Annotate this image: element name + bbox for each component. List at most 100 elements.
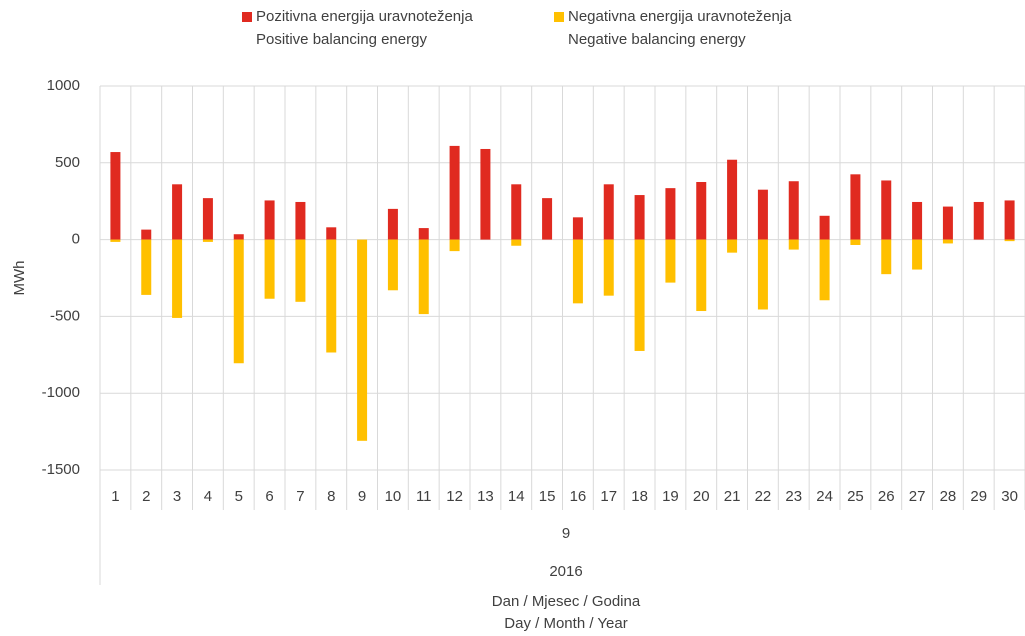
bar — [696, 239, 707, 312]
bar — [511, 184, 522, 240]
x-tick-label: 15 — [539, 488, 556, 505]
x-tick-label: 13 — [477, 488, 494, 505]
bar — [295, 201, 306, 240]
bar — [418, 239, 429, 315]
x-tick-label: 24 — [816, 488, 833, 505]
x-axis-title: Day / Month / Year — [504, 615, 627, 632]
x-tick-label: 10 — [385, 488, 402, 505]
x-tick-label: 26 — [878, 488, 895, 505]
y-tick-label: -1000 — [42, 384, 80, 401]
x-axis-title: Dan / Mjesec / Godina — [492, 593, 641, 610]
bar — [480, 148, 491, 240]
bar — [202, 198, 213, 240]
x-tick-label: 27 — [909, 488, 926, 505]
x-tick-label: 22 — [755, 488, 772, 505]
x-tick-label: 12 — [446, 488, 463, 505]
x-tick-label: 23 — [785, 488, 802, 505]
bar — [511, 239, 522, 246]
bar — [942, 206, 953, 240]
bar — [387, 208, 398, 240]
bar — [850, 239, 861, 245]
legend-label: Negative balancing energy — [568, 31, 746, 48]
x-tick-label: 18 — [631, 488, 648, 505]
bar — [757, 189, 768, 240]
x-tick-label: 28 — [940, 488, 957, 505]
bar — [727, 239, 738, 253]
bar — [819, 215, 830, 240]
bar — [850, 174, 861, 240]
x-tick-label: 30 — [1001, 488, 1018, 505]
bar — [326, 227, 337, 240]
y-axis-title: MWh — [11, 261, 28, 296]
bar — [727, 159, 738, 240]
bar — [357, 239, 368, 441]
x-tick-label: 7 — [296, 488, 304, 505]
bar — [1004, 200, 1015, 240]
bar — [418, 228, 429, 240]
bar — [326, 239, 337, 353]
month-label: 9 — [562, 525, 570, 542]
legend-swatch — [554, 12, 564, 22]
bar — [449, 239, 460, 252]
x-tick-label: 1 — [111, 488, 119, 505]
bar — [387, 239, 398, 291]
x-tick-label: 3 — [173, 488, 181, 505]
x-tick-label: 20 — [693, 488, 710, 505]
x-tick-label: 8 — [327, 488, 335, 505]
bar — [449, 145, 460, 240]
bar — [881, 239, 892, 275]
bar — [881, 180, 892, 240]
x-tick-label: 19 — [662, 488, 679, 505]
bar — [696, 182, 707, 240]
bar — [172, 239, 183, 318]
y-tick-label: 500 — [55, 154, 80, 171]
bar — [264, 239, 275, 299]
y-tick-label: 1000 — [47, 77, 80, 94]
bar — [141, 229, 152, 240]
legend-label: Pozitivna energija uravnoteženja — [256, 8, 473, 25]
bar — [819, 239, 830, 301]
bar — [665, 188, 676, 240]
bar — [542, 198, 553, 240]
legend-label: Positive balancing energy — [256, 31, 427, 48]
bar — [634, 239, 645, 351]
x-tick-label: 4 — [204, 488, 212, 505]
bar — [233, 239, 244, 364]
bar — [295, 239, 306, 302]
bar — [172, 184, 183, 240]
bar — [233, 234, 244, 240]
bar — [634, 195, 645, 240]
bar — [603, 239, 614, 296]
bar — [757, 239, 768, 310]
bar — [572, 239, 583, 304]
bar — [912, 239, 923, 270]
x-tick-label: 5 — [235, 488, 243, 505]
x-tick-label: 17 — [600, 488, 617, 505]
bar — [973, 201, 984, 240]
x-tick-label: 11 — [416, 488, 432, 505]
bar — [912, 201, 923, 240]
bar — [110, 239, 121, 242]
y-tick-label: 0 — [72, 231, 80, 248]
bar — [665, 239, 676, 283]
bar — [202, 239, 213, 242]
y-tick-label: -500 — [50, 307, 80, 324]
bar — [141, 239, 152, 295]
bar — [110, 152, 121, 240]
x-tick-label: 29 — [970, 488, 987, 505]
x-tick-label: 25 — [847, 488, 864, 505]
x-tick-label: 16 — [570, 488, 587, 505]
x-tick-label: 14 — [508, 488, 525, 505]
x-tick-label: 6 — [265, 488, 273, 505]
bar — [572, 217, 583, 240]
bar — [603, 184, 614, 240]
x-tick-label: 2 — [142, 488, 150, 505]
bar — [1004, 239, 1015, 242]
bar — [788, 181, 799, 240]
y-tick-label: -1500 — [42, 461, 80, 478]
legend-label: Negativna energija uravnoteženja — [568, 8, 792, 25]
bar — [942, 239, 953, 244]
year-label: 2016 — [549, 563, 582, 580]
legend-swatch — [242, 12, 252, 22]
